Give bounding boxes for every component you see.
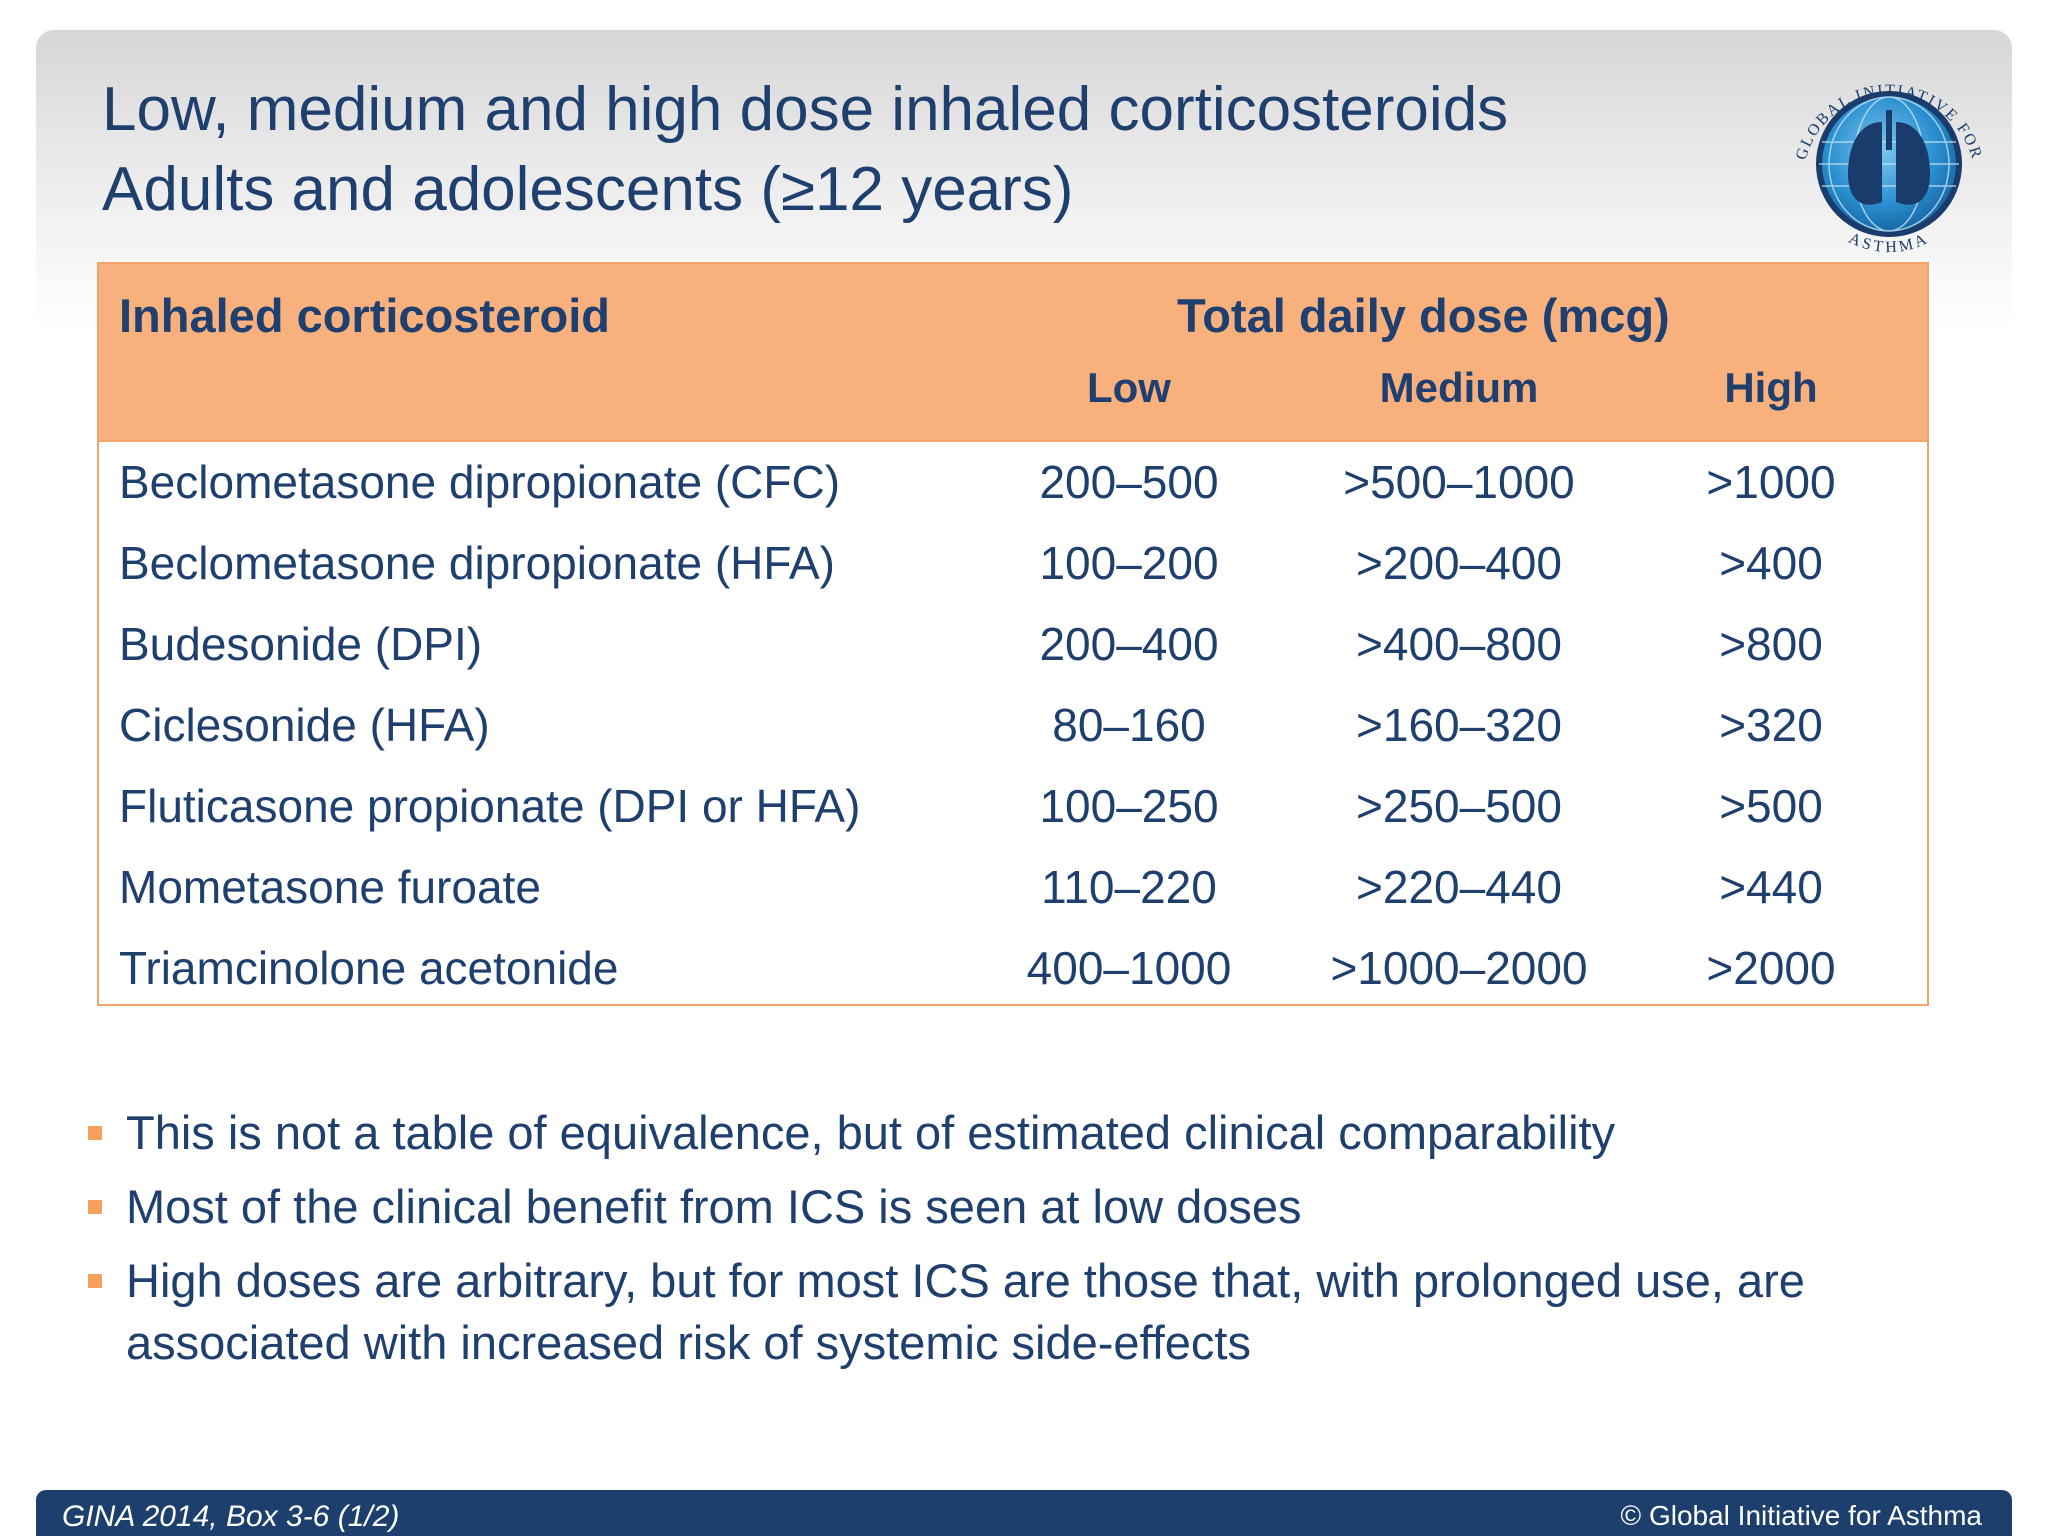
drug-name: Ciclesonide (HFA) bbox=[119, 699, 490, 751]
header-total-daily-dose: Total daily dose (mcg) bbox=[1177, 289, 1670, 342]
list-item: This is not a table of equivalence, but … bbox=[86, 1102, 1986, 1164]
header-inhaled-corticosteroid: Inhaled corticosteroid bbox=[119, 289, 610, 342]
dose-high: >2000 bbox=[1706, 942, 1836, 994]
dose-high: >500 bbox=[1719, 780, 1823, 832]
drug-name: Budesonide (DPI) bbox=[119, 618, 483, 670]
square-bullet-icon bbox=[88, 1200, 102, 1214]
dose-low: 200–400 bbox=[1039, 618, 1219, 670]
dose-medium: >200–400 bbox=[1356, 537, 1562, 589]
dose-high: >1000 bbox=[1706, 456, 1836, 508]
footer-bar: GINA 2014, Box 3-6 (1/2) © Global Initia… bbox=[36, 1490, 2012, 1536]
bullet-text: Most of the clinical benefit from ICS is… bbox=[126, 1180, 1302, 1233]
table-row: Mometasone furoate 110–220 >220–440 >440 bbox=[99, 847, 1927, 928]
slide-title-line-2: Adults and adolescents (≥12 years) bbox=[102, 155, 1074, 224]
dose-low: 100–250 bbox=[1039, 780, 1219, 832]
drug-name: Triamcinolone acetonide bbox=[119, 942, 619, 994]
dose-table: Inhaled corticosteroid Total daily dose … bbox=[97, 262, 1929, 1006]
table-row: Beclometasone dipropionate (CFC) 200–500… bbox=[99, 442, 1927, 523]
gina-logo: GLOBAL INITIATIVE FOR ASTHMA bbox=[1793, 82, 1983, 256]
lungs-icon bbox=[1848, 110, 1930, 205]
drug-name: Mometasone furoate bbox=[119, 861, 541, 913]
dose-high: >320 bbox=[1719, 699, 1823, 751]
square-bullet-icon bbox=[88, 1274, 102, 1288]
dose-low: 200–500 bbox=[1039, 456, 1219, 508]
dose-low: 400–1000 bbox=[1026, 942, 1232, 994]
dose-medium: >400–800 bbox=[1356, 618, 1562, 670]
drug-name: Fluticasone propionate (DPI or HFA) bbox=[119, 780, 861, 832]
dose-high: >400 bbox=[1719, 537, 1823, 589]
dose-medium: >1000–2000 bbox=[1330, 942, 1588, 994]
table-row: Fluticasone propionate (DPI or HFA) 100–… bbox=[99, 766, 1927, 847]
list-item: Most of the clinical benefit from ICS is… bbox=[86, 1176, 1986, 1238]
bullet-text: This is not a table of equivalence, but … bbox=[126, 1106, 1616, 1159]
footer-copyright: © Global Initiative for Asthma bbox=[1620, 1500, 1982, 1531]
dose-high: >800 bbox=[1719, 618, 1823, 670]
list-item: High doses are arbitrary, but for most I… bbox=[86, 1250, 1986, 1374]
dose-high: >440 bbox=[1719, 861, 1823, 913]
slide-title-line-1: Low, medium and high dose inhaled cortic… bbox=[102, 75, 1509, 144]
bullet-text: High doses are arbitrary, but for most I… bbox=[126, 1254, 1805, 1369]
drug-name: Beclometasone dipropionate (CFC) bbox=[119, 456, 841, 508]
dose-low: 110–220 bbox=[1041, 861, 1217, 913]
footer-source: GINA 2014, Box 3-6 (1/2) bbox=[62, 1500, 400, 1533]
table-header: Inhaled corticosteroid Total daily dose … bbox=[99, 264, 1927, 442]
table-row: Budesonide (DPI) 200–400 >400–800 >800 bbox=[99, 604, 1927, 685]
dose-low: 80–160 bbox=[1052, 699, 1206, 751]
table-row: Triamcinolone acetonide 400–1000 >1000–2… bbox=[99, 928, 1927, 1009]
drug-name: Beclometasone dipropionate (HFA) bbox=[119, 537, 835, 589]
header-medium: Medium bbox=[1379, 364, 1539, 411]
table-row: Beclometasone dipropionate (HFA) 100–200… bbox=[99, 523, 1927, 604]
dose-medium: >220–440 bbox=[1356, 861, 1562, 913]
header-low: Low bbox=[1087, 364, 1171, 411]
square-bullet-icon bbox=[88, 1126, 102, 1140]
table-row: Ciclesonide (HFA) 80–160 >160–320 >320 bbox=[99, 685, 1927, 766]
slide-title: Low, medium and high dose inhaled cortic… bbox=[102, 70, 1508, 230]
dose-medium: >500–1000 bbox=[1343, 456, 1575, 508]
dose-medium: >250–500 bbox=[1356, 780, 1562, 832]
dose-low: 100–200 bbox=[1039, 537, 1219, 589]
dose-medium: >160–320 bbox=[1356, 699, 1562, 751]
header-high: High bbox=[1724, 364, 1818, 411]
notes-list: This is not a table of equivalence, but … bbox=[86, 1102, 1986, 1386]
